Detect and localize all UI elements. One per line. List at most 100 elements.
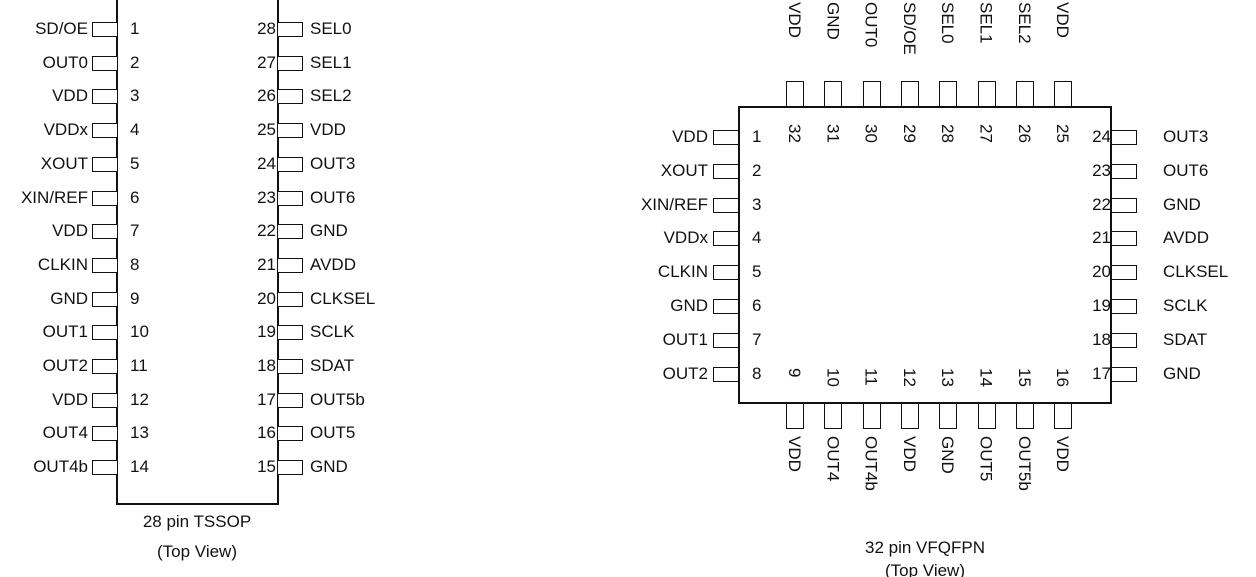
pin-name: OUT2 (42, 356, 88, 375)
pin-number: 2 (130, 52, 140, 72)
pin-name: OUT1 (42, 322, 88, 342)
pin-name: SEL1 (976, 2, 996, 44)
pin-name: OUT6 (310, 187, 356, 207)
pin-number: 15 (257, 457, 276, 477)
pin-name: OUT4 (823, 436, 843, 482)
pin-name: SCLK (1163, 296, 1208, 315)
pin-name: XOUT (40, 153, 88, 173)
pin-number: 29 (899, 124, 919, 143)
pin-name: AVDD (1163, 228, 1209, 248)
pin-pad (277, 55, 303, 71)
tssop-caption-view: (Top View) (157, 542, 237, 561)
pin-number: 28 (257, 19, 276, 38)
pin-number: 13 (938, 368, 958, 387)
pin-pad (824, 81, 843, 107)
pin-name: OUT2 (662, 363, 708, 383)
pin-name: VDD (672, 127, 708, 146)
pin-pad (1111, 130, 1137, 145)
pin-number: 8 (130, 254, 140, 274)
pin-name: SEL2 (1014, 2, 1034, 44)
pin-name: OUT5 (310, 423, 356, 443)
pin-name: SEL0 (310, 19, 352, 38)
pin-number: 27 (257, 52, 276, 72)
pin-name: GND (50, 288, 88, 308)
pin-name: AVDD (310, 254, 356, 274)
pin-name: SDAT (310, 356, 355, 375)
pin-pad (277, 89, 303, 105)
pin-number: 28 (938, 124, 958, 143)
pin-name: OUT4b (33, 457, 88, 477)
qfn-caption: 32 pin VFQFPN (865, 538, 985, 557)
pin-number: 9 (785, 368, 804, 378)
pin-name: SEL1 (310, 52, 352, 72)
pin-pad (1054, 403, 1073, 429)
pin-name: GND (1163, 363, 1201, 383)
pin-name: VDD (310, 120, 346, 140)
pin-pad (862, 81, 881, 107)
pin-number: 30 (861, 124, 881, 143)
pin-pad (92, 89, 118, 105)
pin-name: OUT4 (42, 423, 88, 443)
pin-number: 23 (257, 187, 276, 207)
pin-name: OUT1 (662, 329, 708, 349)
pin-number: 25 (257, 120, 276, 140)
pin-pad (1111, 265, 1137, 281)
pin-pad (713, 265, 739, 281)
pin-pad (92, 325, 118, 341)
pin-pad (277, 325, 303, 341)
pin-name: VDD (52, 221, 88, 241)
pin-name: XOUT (660, 160, 708, 180)
pin-pad (277, 123, 303, 139)
pin-pad (786, 81, 804, 107)
pin-number: 26 (257, 86, 276, 106)
pin-pad (900, 403, 919, 429)
pin-number: 10 (823, 368, 843, 387)
pin-number: 21 (257, 254, 276, 274)
pin-pad (1111, 366, 1137, 382)
pin-number: 25 (1053, 124, 1073, 143)
pin-pad (862, 403, 881, 429)
pin-name: CLKIN (37, 254, 88, 274)
pin-number: 6 (752, 296, 762, 315)
pin-pad (713, 332, 739, 348)
pin-pad (977, 81, 996, 107)
tssop-package-body (116, 0, 279, 505)
pin-number: 11 (130, 356, 148, 375)
pin-pad (92, 426, 118, 442)
pin-name: OUT5 (976, 436, 996, 482)
pin-number: 22 (257, 221, 276, 241)
pin-pad (713, 231, 739, 247)
pin-number: 24 (257, 153, 276, 173)
pin-pad (977, 403, 996, 429)
pin-name: OUT4b (861, 436, 881, 491)
pin-pad (92, 55, 118, 71)
pin-name: CLKIN (657, 262, 708, 282)
pin-pad (713, 299, 739, 314)
pin-name: VDD (785, 2, 804, 38)
pin-name: OUT3 (310, 153, 356, 173)
pin-number: 21 (1092, 228, 1111, 248)
pin-pad (786, 403, 804, 429)
pin-number: 17 (1092, 363, 1111, 383)
pin-pad (939, 403, 958, 429)
pin-pad (277, 359, 303, 374)
pin-pad (1111, 197, 1137, 213)
pin-number: 10 (130, 322, 149, 342)
pin-pad (92, 123, 118, 139)
pin-pad (277, 190, 303, 206)
pin-pad (92, 224, 118, 240)
pin-pad (92, 359, 118, 374)
pin-number: 7 (752, 329, 762, 349)
pin-number: 5 (130, 153, 140, 173)
pin-pad (1054, 81, 1073, 107)
pin-number: 18 (257, 356, 276, 375)
pin-number: 20 (1092, 262, 1111, 282)
pin-name: SEL0 (938, 2, 958, 44)
pin-number: 5 (752, 262, 762, 282)
pin-name: XIN/REF (640, 194, 708, 214)
pin-number: 17 (257, 389, 276, 409)
pin-number: 14 (130, 457, 149, 477)
pin-name: OUT0 (42, 52, 88, 72)
pin-pad (824, 403, 843, 429)
pin-pad (1111, 163, 1137, 179)
